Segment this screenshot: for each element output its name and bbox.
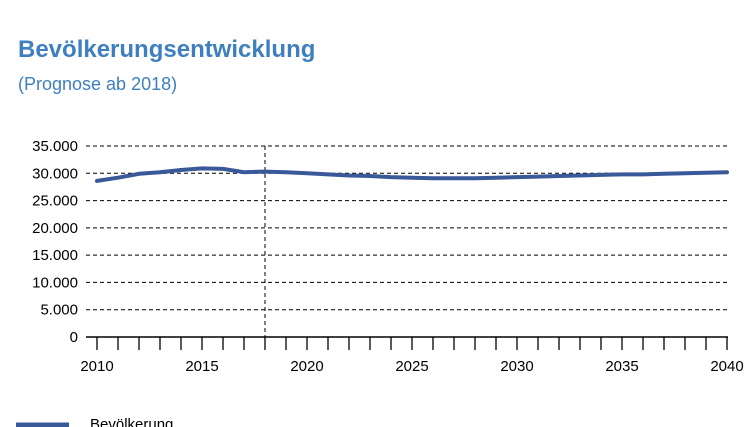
y-tick-label: 25.000: [32, 193, 78, 210]
y-tick-label: 5.000: [40, 302, 78, 319]
x-tick-label: 2030: [500, 358, 533, 375]
legend: Bevölkerung: [16, 416, 173, 427]
x-axis: [86, 336, 728, 350]
series-group: [95, 166, 729, 183]
y-tick-label: 20.000: [32, 220, 78, 237]
chart-subtitle: (Prognose ab 2018): [18, 74, 178, 94]
x-tick-label: 2025: [395, 358, 428, 375]
x-tick-label: 2015: [185, 358, 218, 375]
x-tick-labels: 2010 2015 2020 2025 2030 2035 2040: [80, 358, 743, 375]
y-tick-label: 0: [70, 329, 78, 346]
y-tick-label: 30.000: [32, 165, 78, 182]
y-tick-label: 10.000: [32, 274, 78, 291]
y-tick-label: 15.000: [32, 247, 78, 264]
x-tick-label: 2040: [710, 358, 743, 375]
legend-label: Bevölkerung: [90, 416, 173, 427]
x-tick-label: 2035: [605, 358, 638, 375]
x-tick-label: 2010: [80, 358, 113, 375]
x-tick-label: 2020: [290, 358, 323, 375]
y-axis: 0 5.000 10.000 15.000 20.000 25.000 30.000 35.0…: [32, 138, 78, 346]
series-line-bevoelkerung: [95, 166, 729, 183]
y-tick-label: 35.000: [32, 138, 78, 155]
chart-title: Bevölkerungsentwicklung: [18, 36, 316, 63]
